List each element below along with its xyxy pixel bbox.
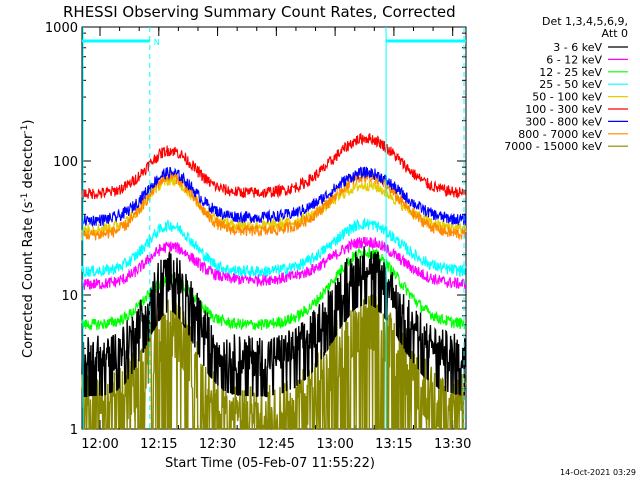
x-tick-label: 12:45 [258,437,295,452]
y-tick-label: 1000 [45,21,78,36]
y-axis-label-mid: detector [21,133,36,193]
x-tick-label: 12:15 [140,437,177,452]
y-axis-label-sup1: -1 [20,193,30,202]
night-label: N [154,38,160,47]
chart-title: RHESSI Observing Summary Count Rates, Co… [63,3,456,21]
x-tick-label: 13:15 [375,437,412,452]
y-axis-label-sup2: -1 [20,125,30,134]
legend-label: 800 - 7000 keV [518,128,602,141]
legend-label: 300 - 800 keV [525,115,602,128]
series-line [81,216,467,278]
x-tick-label: 12:30 [199,437,236,452]
series-line [81,292,467,430]
x-tick-label: 12:00 [81,437,118,452]
series-line [81,246,467,331]
legend-header-line2: Att 0 [602,27,628,40]
legend-label: 7000 - 15000 keV [504,140,602,153]
y-tick-label: 1 [70,423,78,438]
x-tick-label: 13:00 [316,437,353,452]
x-axis-label: Start Time (05-Feb-07 11:55:22) [165,456,375,471]
legend-header-line1: Det 1,3,4,5,6,9, [542,15,628,28]
series-line [81,133,467,200]
legend-label: 25 - 50 keV [539,78,602,91]
legend-label: 50 - 100 keV [532,91,602,104]
y-axis-label-end: ) [21,120,36,125]
legend-label: 6 - 12 keV [546,53,602,66]
date-stamp: 14-Oct-2021 03:29 [560,468,636,477]
series-line [81,170,467,241]
legend-label: 3 - 6 keV [553,41,602,54]
y-axis-label: Corrected Count Rate (s-1 detector-1) [20,120,36,358]
series-line [81,246,467,398]
y-tick-label: 100 [53,155,78,170]
plot-area: 1 10 100 1000 12:00 12:15 12:30 12:45 13:00 13:15… [45,21,472,452]
y-axis-label-main: Corrected Count Rate (s [21,201,36,358]
series-line [81,166,467,228]
x-tick-label: 13:30 [434,437,471,452]
y-tick-label: 10 [61,289,78,304]
legend-label: 12 - 25 keV [539,66,602,79]
series-line [81,236,467,291]
legend-label: 100 - 300 keV [525,103,602,116]
